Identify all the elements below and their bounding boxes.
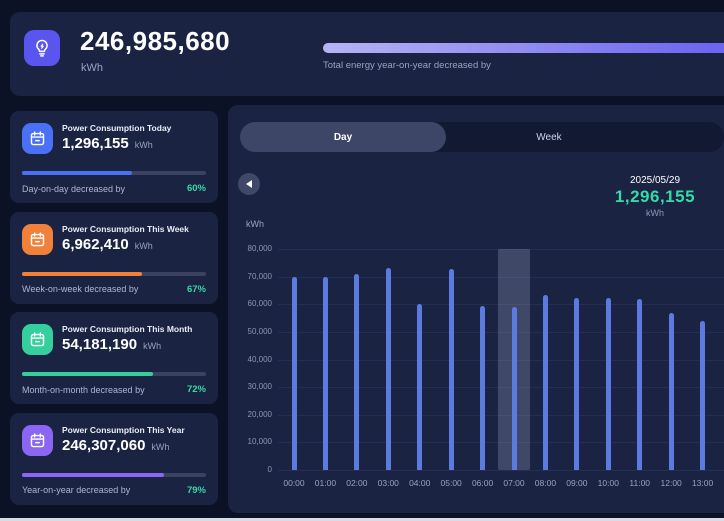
tab-day[interactable]: Day (240, 122, 446, 152)
card-footer-label: Month-on-month decreased by (22, 385, 145, 395)
card-footer-label: Day-on-day decreased by (22, 184, 125, 194)
chart-bar[interactable] (386, 268, 391, 470)
x-axis-tick-label: 05:00 (434, 478, 468, 488)
card-unit: kWh (135, 140, 153, 150)
stat-card[interactable]: Power Consumption This Week 6,962,410 kWh… (10, 212, 218, 304)
y-axis-tick-label: 40,000 (228, 355, 272, 365)
total-energy-card: 246,985,680 kWh Total energy year-on-yea… (10, 12, 724, 96)
chart-bar[interactable] (700, 321, 705, 470)
chart-bar[interactable] (480, 306, 485, 470)
x-axis-tick-label: 09:00 (560, 478, 594, 488)
total-energy-progress-bar (323, 43, 724, 53)
selected-date: 2025/05/29 (600, 175, 710, 186)
y-axis-tick-label: 0 (228, 465, 272, 475)
card-footer-label: Week-on-week decreased by (22, 284, 138, 294)
x-axis-tick-label: 07:00 (497, 478, 531, 488)
x-axis-tick-label: 06:00 (466, 478, 500, 488)
chart-bar[interactable] (512, 307, 517, 470)
chart-bar[interactable] (323, 277, 328, 470)
stat-card[interactable]: Power Consumption This Month 54,181,190 k… (10, 312, 218, 404)
card-percent: 67% (187, 284, 206, 295)
stat-card[interactable]: Power Consumption This Year 246,307,060 k… (10, 413, 218, 505)
dashboard-page: 246,985,680 kWh Total energy year-on-yea… (0, 0, 724, 521)
card-percent: 60% (187, 183, 206, 194)
chart-bar[interactable] (574, 298, 579, 470)
chart-bar[interactable] (354, 274, 359, 470)
calendar-day-icon (22, 123, 53, 154)
card-progress-bar (22, 372, 206, 376)
y-axis-tick-label: 60,000 (228, 299, 272, 309)
chart-panel: Day Week 2025/05/29 1,296,155 kWh kWh 01… (228, 105, 724, 513)
total-energy-unit: kWh (81, 62, 103, 74)
calendar-week-icon (22, 224, 53, 255)
x-axis-tick-label: 01:00 (308, 478, 342, 488)
chart-bar[interactable] (292, 277, 297, 470)
card-footer-label: Year-on-year decreased by (22, 485, 130, 495)
tab-bar: Day Week (240, 122, 724, 152)
y-axis-tick-label: 10,000 (228, 437, 272, 447)
x-axis-tick-label: 03:00 (371, 478, 405, 488)
card-percent: 79% (187, 485, 206, 496)
sidebar: Power Consumption Today 1,296,155 kWh Day… (10, 111, 218, 513)
x-axis-tick-label: 11:00 (623, 478, 657, 488)
x-axis-tick-label: 13:00 (686, 478, 720, 488)
x-axis-tick-label: 12:00 (654, 478, 688, 488)
chart-bar[interactable] (606, 298, 611, 470)
selected-day-summary: 2025/05/29 1,296,155 kWh (600, 175, 710, 218)
x-axis-tick-label: 04:00 (403, 478, 437, 488)
y-axis-unit-label: kWh (246, 219, 264, 229)
y-axis-tick-label: 50,000 (228, 327, 272, 337)
card-title: Power Consumption This Year (62, 425, 185, 435)
x-axis-tick-label: 00:00 (277, 478, 311, 488)
y-axis-tick-label: 20,000 (228, 410, 272, 420)
chart-bar[interactable] (417, 304, 422, 470)
back-arrow-icon (246, 180, 252, 188)
card-value: 246,307,060 (62, 437, 145, 454)
lightbulb-icon (24, 30, 60, 66)
card-unit: kWh (135, 241, 153, 251)
card-progress-bar (22, 272, 206, 276)
card-progress-bar (22, 171, 206, 175)
x-axis-tick-label: 02:00 (340, 478, 374, 488)
clipboard-icon (22, 324, 53, 355)
card-value: 54,181,190 (62, 336, 137, 353)
stat-card[interactable]: Power Consumption Today 1,296,155 kWh Day… (10, 111, 218, 203)
chart-bar[interactable] (543, 295, 548, 470)
chart-bar[interactable] (449, 269, 454, 470)
tab-week[interactable]: Week (446, 122, 652, 152)
x-axis-tick-label: 10:00 (591, 478, 625, 488)
card-unit: kWh (143, 341, 161, 351)
card-progress-bar (22, 473, 206, 477)
total-energy-value: 246,985,680 (80, 26, 230, 57)
selected-unit: kWh (600, 208, 710, 218)
y-axis-tick-label: 30,000 (228, 382, 272, 392)
card-title: Power Consumption Today (62, 123, 171, 133)
card-unit: kWh (151, 442, 169, 452)
chart-bar[interactable] (637, 299, 642, 470)
total-energy-caption: Total energy year-on-year decreased by (323, 60, 491, 71)
card-title: Power Consumption This Week (62, 224, 189, 234)
x-axis-tick-label: 08:00 (528, 478, 562, 488)
card-percent: 72% (187, 384, 206, 395)
card-value: 6,962,410 (62, 236, 129, 253)
selected-value: 1,296,155 (600, 187, 710, 207)
grid-line (278, 470, 724, 471)
card-value: 1,296,155 (62, 135, 129, 152)
y-axis-tick-label: 80,000 (228, 244, 272, 254)
calendar-year-icon (22, 425, 53, 456)
chart-bar[interactable] (669, 313, 674, 470)
y-axis-tick-label: 70,000 (228, 272, 272, 282)
card-title: Power Consumption This Month (62, 324, 192, 334)
back-button[interactable] (238, 173, 260, 195)
